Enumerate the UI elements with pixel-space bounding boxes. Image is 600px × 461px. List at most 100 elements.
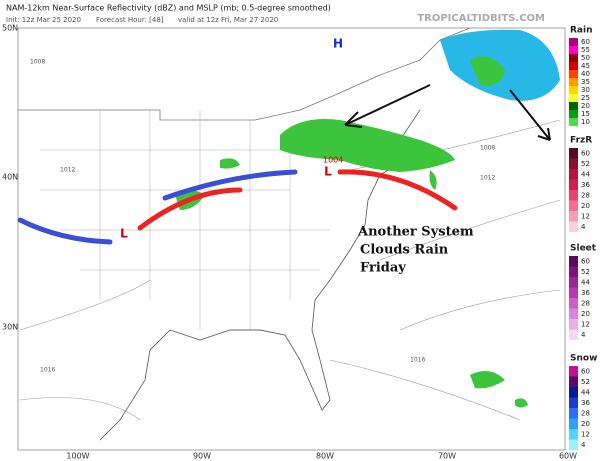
cold-front bbox=[162, 169, 298, 201]
legend-tick: 44 bbox=[581, 170, 590, 178]
legend-swatch bbox=[569, 70, 578, 78]
legend-tick: 50 bbox=[581, 54, 590, 62]
legend-tick: 25 bbox=[581, 94, 590, 102]
legend-swatch bbox=[569, 319, 578, 330]
legend-tick: 12 bbox=[581, 430, 590, 438]
legend-tick: 36 bbox=[581, 399, 590, 407]
legend-tick: 20 bbox=[581, 202, 590, 210]
legend-swatch bbox=[569, 366, 578, 377]
legend-tick: 28 bbox=[581, 191, 590, 199]
legend-tick: 52 bbox=[581, 378, 590, 386]
legend-tick: 20 bbox=[581, 310, 590, 318]
legend-swatch bbox=[569, 221, 578, 232]
legend-tick: 36 bbox=[581, 289, 590, 297]
rain-area bbox=[280, 119, 455, 172]
legend-tick: 44 bbox=[581, 388, 590, 396]
legend-swatch bbox=[569, 256, 578, 267]
legend-tick: 30 bbox=[581, 86, 590, 94]
map: 1004 L L H Another System Clouds Rain Fr… bbox=[17, 27, 566, 451]
coastline bbox=[99, 109, 421, 441]
legend-swatch bbox=[569, 308, 578, 319]
lon-label: 100W bbox=[66, 452, 89, 461]
isobar-label: 1016 bbox=[410, 357, 425, 364]
legend-title: Sleet bbox=[570, 244, 597, 254]
legend-tick: 4 bbox=[581, 441, 586, 449]
legend-title: Snow bbox=[570, 354, 597, 364]
isobars bbox=[19, 119, 561, 421]
legend-swatch bbox=[569, 376, 578, 387]
legend-swatch bbox=[569, 110, 578, 118]
legend-tick: 12 bbox=[581, 212, 590, 220]
legend-swatch bbox=[569, 118, 578, 126]
legend-tick: 40 bbox=[581, 70, 590, 78]
legend-tick: 60 bbox=[581, 367, 590, 375]
legend-swatch bbox=[569, 46, 578, 54]
annotation: Clouds Rain bbox=[360, 243, 449, 258]
border bbox=[18, 27, 471, 121]
legend-swatch bbox=[569, 329, 578, 340]
legend-swatch bbox=[569, 158, 578, 169]
legend-swatch bbox=[569, 429, 578, 440]
legend-swatch bbox=[569, 287, 578, 298]
isobar-label: 1016 bbox=[40, 367, 55, 374]
rain-area bbox=[470, 56, 505, 86]
lat-label: 30N bbox=[2, 323, 18, 332]
init-time: Init: 12z Mar 25 2020 bbox=[6, 16, 81, 24]
legend-swatch bbox=[569, 408, 578, 419]
legend-tick: 55 bbox=[581, 46, 590, 54]
low-marker: L bbox=[324, 165, 332, 179]
legend-swatch bbox=[569, 54, 578, 62]
legend-tick: 52 bbox=[581, 268, 590, 276]
lon-label: 90W bbox=[193, 452, 211, 461]
cold-front bbox=[17, 217, 113, 245]
legend-tick: 20 bbox=[581, 102, 590, 110]
legend-tick: 12 bbox=[581, 320, 590, 328]
high-marker: H bbox=[333, 37, 343, 51]
lon-label: 80W bbox=[316, 452, 334, 461]
legend-swatch bbox=[569, 200, 578, 211]
legend-swatch bbox=[569, 190, 578, 201]
legend-swatch bbox=[569, 78, 578, 86]
isobar-label: 1012 bbox=[480, 175, 495, 182]
legend-swatch bbox=[569, 439, 578, 450]
legend-swatch bbox=[569, 277, 578, 288]
annotation: Another System bbox=[357, 225, 474, 240]
legend-tick: 28 bbox=[581, 299, 590, 307]
legend-tick: 4 bbox=[581, 223, 586, 231]
legend-swatch bbox=[569, 266, 578, 277]
state-lines bbox=[40, 110, 330, 330]
legend-swatch bbox=[569, 62, 578, 70]
legend-title: FrzR bbox=[570, 136, 592, 146]
legend-swatch bbox=[569, 94, 578, 102]
legend-swatch bbox=[569, 298, 578, 309]
legend-swatch bbox=[569, 397, 578, 408]
legend-swatch bbox=[569, 211, 578, 222]
legend-tick: 44 bbox=[581, 278, 590, 286]
lon-label: 60W bbox=[559, 452, 577, 461]
isobar-label: 1012 bbox=[60, 167, 75, 174]
warm-front bbox=[337, 169, 458, 211]
isobar-label: 1008 bbox=[30, 59, 45, 66]
legend-tick: 36 bbox=[581, 181, 590, 189]
legend-tick: 52 bbox=[581, 160, 590, 168]
legend-tick: 45 bbox=[581, 62, 590, 70]
legend-swatch bbox=[569, 38, 578, 46]
lat-label: 50N bbox=[2, 24, 18, 33]
legend-swatch bbox=[569, 86, 578, 94]
legend-tick: 60 bbox=[581, 149, 590, 157]
lat-label: 40N bbox=[2, 173, 18, 182]
legend-tick: 20 bbox=[581, 420, 590, 428]
legend-tick: 28 bbox=[581, 409, 590, 417]
legend-title: Rain bbox=[570, 26, 593, 36]
lon-label: 70W bbox=[438, 452, 456, 461]
legend-swatch bbox=[569, 148, 578, 159]
legend-tick: 4 bbox=[581, 331, 586, 339]
warm-front bbox=[137, 187, 243, 231]
legend-tick: 10 bbox=[581, 118, 590, 126]
legend-swatch bbox=[569, 179, 578, 190]
legend-tick: 60 bbox=[581, 38, 590, 46]
title: NAM-12km Near-Surface Reflectivity (dBZ)… bbox=[6, 4, 331, 13]
site-label: TROPICALTIDBITS.COM bbox=[417, 13, 545, 24]
rain-area bbox=[175, 158, 528, 408]
